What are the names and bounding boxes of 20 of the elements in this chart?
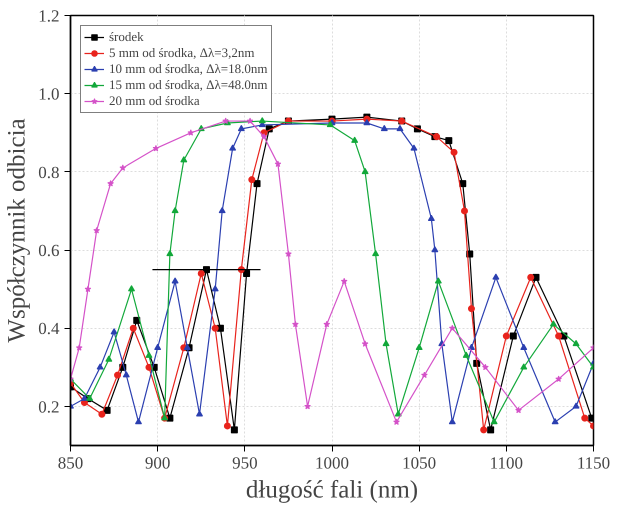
y-tick-label: 1.0	[38, 84, 60, 104]
x-axis-title: długość fali (nm)	[246, 476, 418, 504]
x-tick-label: 850	[58, 454, 84, 472]
y-tick-label: 0.4	[38, 319, 60, 338]
x-tick-label: 1150	[576, 454, 610, 472]
y-axis-title: Współczynnik odbicia	[3, 118, 30, 343]
y-tick-label: 0.8	[38, 162, 60, 182]
legend-label: 15 mm od środka, Δλ=48.0nm	[109, 77, 268, 93]
x-tick-label: 1000	[315, 454, 349, 472]
y-tick-label: 1.2	[38, 6, 60, 26]
x-tick-label: 950	[232, 454, 258, 472]
legend-label: 10 mm od środka, Δλ=18.0nm	[109, 61, 268, 77]
x-tick-label: 1050	[402, 454, 436, 472]
x-tick-label: 1100	[490, 454, 524, 472]
legend-label: 20 mm od środka	[109, 93, 200, 109]
legend-label: środek	[109, 29, 144, 45]
legend-label: 5 mm od środka, Δλ=3,2nm	[109, 45, 254, 61]
y-tick-label: 0.6	[38, 241, 60, 260]
y-tick-label: 0.2	[38, 397, 60, 416]
x-tick-label: 900	[144, 454, 170, 472]
